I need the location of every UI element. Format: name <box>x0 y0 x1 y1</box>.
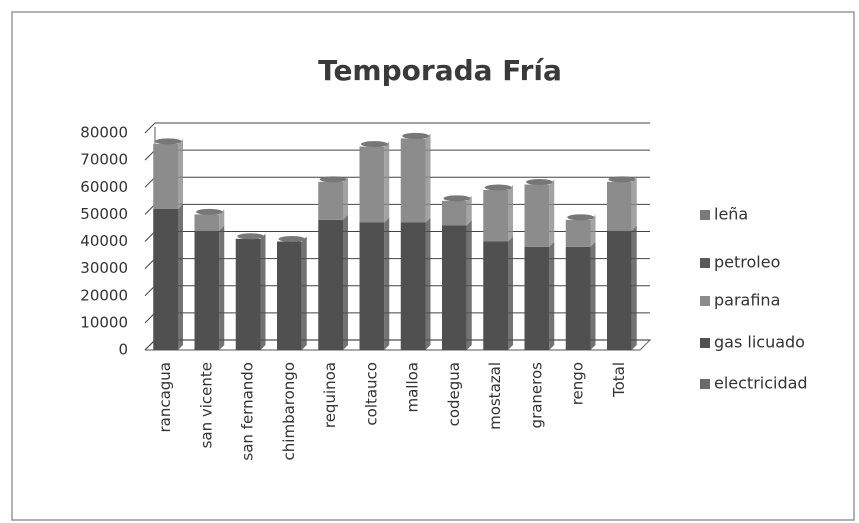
bar-segment <box>194 230 220 350</box>
x-tick-label: codegua <box>445 362 463 426</box>
bar-top <box>196 208 223 215</box>
bar-segment-side <box>590 214 596 247</box>
legend-swatch <box>700 296 710 306</box>
legend-swatch <box>700 338 710 348</box>
bar-segment-side <box>425 217 431 350</box>
chart-title: Temporada Fría <box>318 54 562 87</box>
bar-segment-side <box>343 214 348 350</box>
y-tick-label: 80000 <box>80 124 128 142</box>
bar-segment <box>607 230 632 350</box>
legend-swatch <box>700 258 710 268</box>
x-tick-label: rancagua <box>156 362 174 433</box>
bar-segment-side <box>178 203 183 350</box>
bar-segment <box>565 246 591 350</box>
y-tick-label: 0 <box>118 341 128 359</box>
x-tick-label: graneros <box>527 362 545 429</box>
legend-label: leña <box>714 205 748 224</box>
bar-top <box>402 132 429 139</box>
bar-segment-side <box>260 233 266 350</box>
y-tick-label: 40000 <box>80 232 128 250</box>
bar-segment-side <box>178 138 183 209</box>
x-tick-label: rengo <box>569 362 587 405</box>
bar-segment-side <box>508 184 513 242</box>
bar-segment-side <box>301 236 307 350</box>
y-tick-label: 60000 <box>80 178 128 196</box>
x-tick-label: mostazal <box>486 362 504 430</box>
legend-label: petroleo <box>714 253 780 272</box>
y-tick-label: 70000 <box>80 151 128 169</box>
y-tick-label: 50000 <box>80 205 128 223</box>
bar-segment <box>524 246 550 350</box>
x-tick-label: Total <box>610 362 628 398</box>
bar-segment <box>400 222 426 350</box>
bar-segment <box>194 214 220 231</box>
bar-segment-side <box>590 241 596 350</box>
bar-segment <box>359 222 385 350</box>
bar-segment <box>318 181 343 220</box>
bar-segment <box>483 241 508 350</box>
x-tick-label: san vicente <box>197 362 215 448</box>
y-tick-label: 30000 <box>80 259 128 277</box>
legend-label: parafina <box>714 291 780 310</box>
bar-segment <box>277 241 302 350</box>
bar-top <box>443 195 471 202</box>
bar-top <box>526 179 553 186</box>
legend-swatch <box>700 210 710 220</box>
bar-segment <box>153 143 178 209</box>
bar-segment <box>318 219 343 350</box>
bar-top <box>237 233 264 240</box>
bar-segment <box>442 225 467 350</box>
bar-top <box>567 214 594 221</box>
legend-label: gas licuado <box>714 333 805 352</box>
x-tick-label: san fernando <box>239 362 257 461</box>
x-tick-label: chimbarongo <box>280 362 298 460</box>
bar-segment-side <box>466 220 472 350</box>
bar-segment-side <box>343 176 348 220</box>
bar-segment-side <box>425 133 431 223</box>
chart-frame <box>11 11 855 521</box>
bar-segment <box>442 200 467 226</box>
bar-segment <box>524 184 550 247</box>
bar-segment-side <box>631 176 637 231</box>
bar-segment <box>359 146 385 223</box>
bar-segment <box>400 138 426 223</box>
bar-segment <box>565 219 591 247</box>
grid-line <box>144 122 650 134</box>
bar-segment-side <box>219 225 225 350</box>
bar-top <box>608 176 636 183</box>
bar-segment-side <box>219 209 225 231</box>
bar-segment-side <box>631 225 637 350</box>
legend-label: electricidad <box>714 374 808 393</box>
bar-top <box>361 141 388 148</box>
bar-segment <box>483 189 508 242</box>
bar-top <box>484 184 512 191</box>
bar-segment-side <box>466 195 472 226</box>
y-tick-label: 10000 <box>80 313 128 331</box>
x-tick-label: malloa <box>404 362 422 413</box>
bar-top <box>278 236 306 242</box>
bar-segment-side <box>384 217 390 350</box>
bar-segment-side <box>549 179 555 247</box>
x-tick-label: requinoa <box>321 362 339 428</box>
bar-segment <box>235 238 261 350</box>
x-tick-label: coltauco <box>362 362 380 426</box>
bar-segment-side <box>549 241 555 350</box>
bar-segment <box>153 208 178 350</box>
bar-segment <box>607 181 632 231</box>
legend-swatch <box>700 379 710 389</box>
y-tick-label: 20000 <box>80 286 128 304</box>
bar-segment-side <box>384 141 390 223</box>
bar-top <box>154 138 182 145</box>
bar-segment-side <box>508 236 513 350</box>
bar-top <box>319 176 347 183</box>
